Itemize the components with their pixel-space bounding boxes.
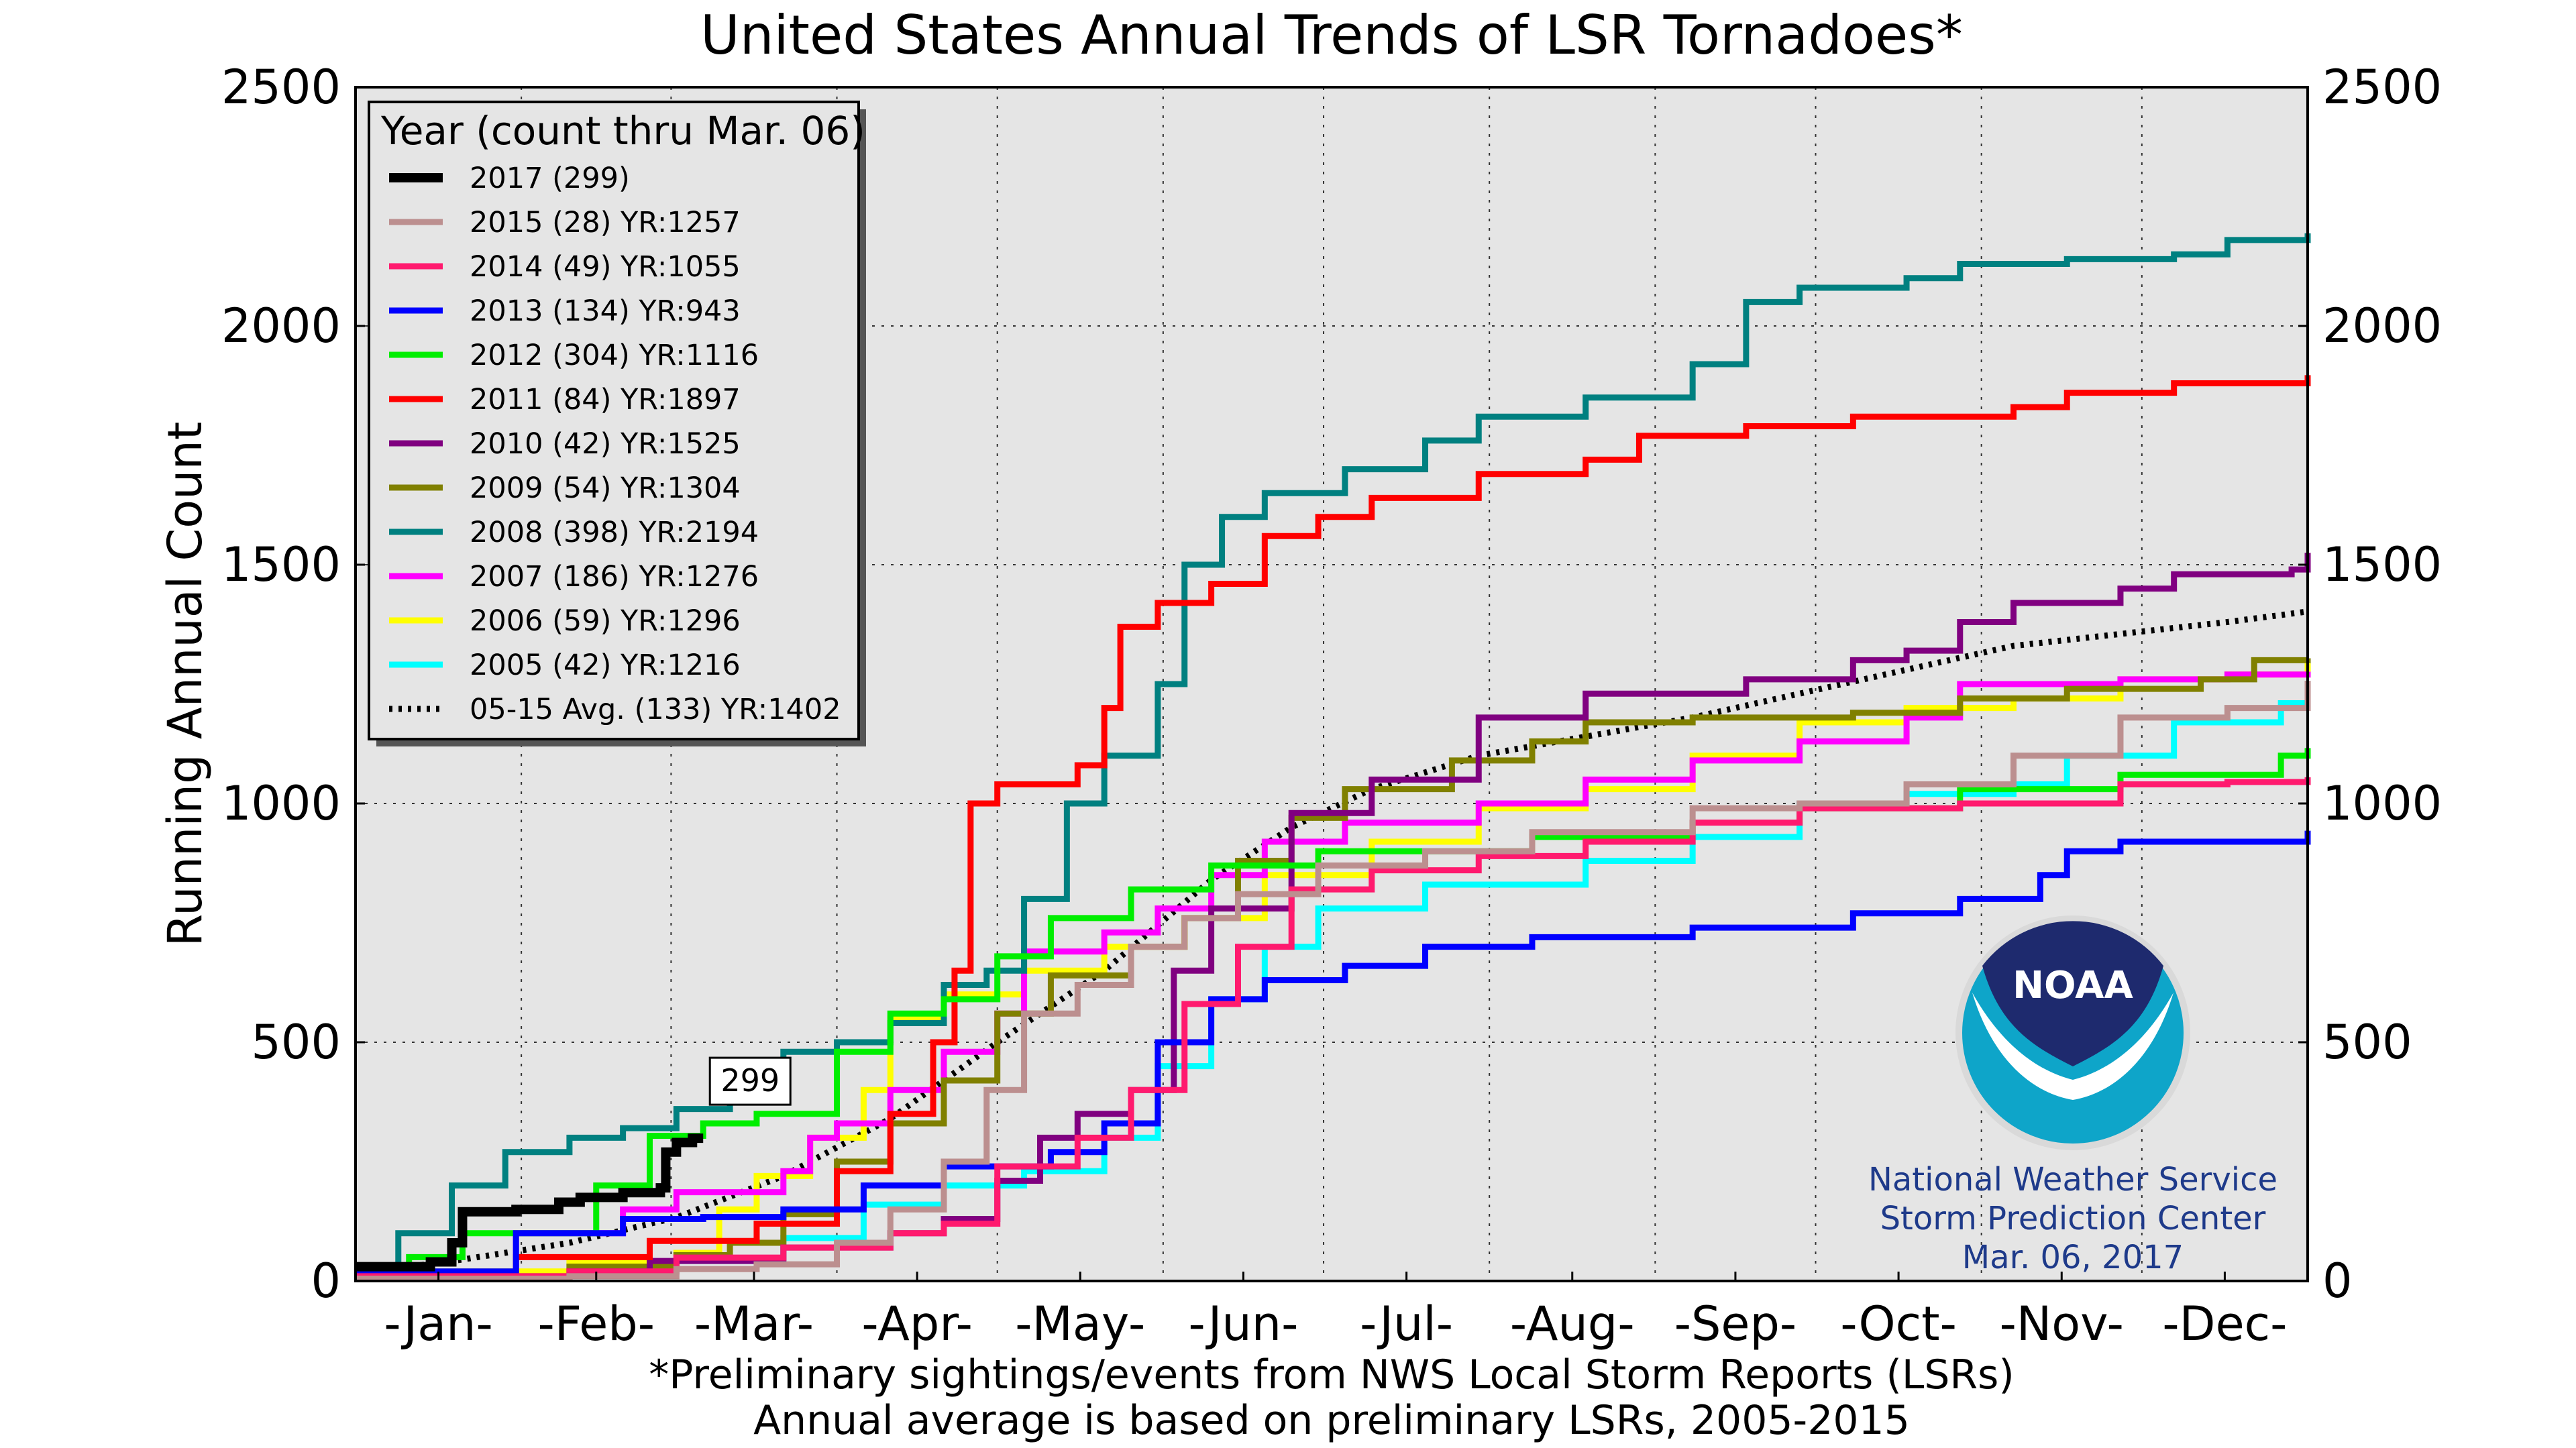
x-tick-label: -Mar- (694, 1296, 814, 1351)
y-tick-label-left: 1500 (221, 537, 341, 592)
series-line (355, 608, 2308, 1277)
series-line (356, 1133, 704, 1272)
noaa-caption-line-2: Storm Prediction Center (1880, 1200, 2266, 1237)
y-tick-label-right: 500 (2322, 1015, 2412, 1070)
legend-label: 2017 (299) (470, 162, 630, 195)
series-line (356, 681, 2311, 1282)
legend-label: 2007 (186) YR:1276 (470, 560, 759, 594)
plot-frame (354, 86, 2309, 1282)
noaa-logo-text: NOAA (2012, 964, 2133, 1007)
chart-title: United States Annual Trends of LSR Torna… (700, 4, 1963, 66)
legend-label: 05-15 Avg. (133) YR:1402 (470, 693, 841, 726)
y-tick-label-left: 2500 (221, 60, 341, 115)
y-tick-label-left: 500 (251, 1015, 341, 1070)
x-tick-label: -Feb- (538, 1296, 655, 1351)
series-line (356, 233, 2311, 1270)
legend-label: 2005 (42) YR:1216 (470, 649, 741, 682)
x-tick-label: -Jul- (1360, 1296, 1453, 1351)
x-tick-label: -Apr- (861, 1296, 973, 1351)
x-tick-label: -Jan- (384, 1296, 492, 1351)
y-tick-label-left: 0 (311, 1254, 341, 1308)
noaa-logo: NOAA National Weather Service Storm Pred… (1868, 915, 2277, 1276)
legend-label: 2010 (42) YR:1525 (470, 427, 741, 461)
y-tick-label-right: 2500 (2322, 60, 2442, 115)
annotation-box (708, 1056, 792, 1106)
latest-count-annotation: 299 (708, 1056, 792, 1106)
series-lines (355, 233, 2311, 1282)
series-line (356, 777, 2311, 1280)
legend-label: 2009 (54) YR:1304 (470, 471, 741, 505)
noaa-caption-line-3: Mar. 06, 2017 (1962, 1239, 2184, 1276)
annotation-label: 299 (720, 1062, 780, 1099)
legend-box (368, 101, 860, 740)
legend-entries: 2017 (299) 2015 (28) YR:1257 2014 (49) YR:… (389, 162, 841, 726)
legend-label: 2006 (59) YR:1296 (470, 604, 741, 638)
legend-label: 2011 (84) YR:1897 (470, 383, 741, 416)
y-tick-label-left: 1000 (221, 776, 341, 831)
x-tick-label: -Nov- (2000, 1296, 2124, 1351)
noaa-logo-gull (1972, 993, 2174, 1100)
x-tick-label: -Aug- (1510, 1296, 1635, 1351)
footnote-2: Annual average is based on preliminary L… (753, 1397, 1910, 1444)
legend-label: 2014 (49) YR:1055 (470, 250, 741, 284)
y-tick-label-right: 1500 (2322, 537, 2442, 592)
series-line (356, 671, 2311, 1280)
legend-label: 2015 (28) YR:1257 (470, 206, 741, 239)
footnote-1: *Preliminary sightings/events from NWS L… (649, 1351, 2015, 1398)
y-tick-label-right: 2000 (2322, 298, 2442, 353)
y-axis-label: Running Annual Count (158, 422, 213, 947)
series-line (356, 830, 2311, 1275)
axes: 0 0 500 500 1000 1000 1500 1500 2000 2000 2500 2500… (221, 60, 2442, 1351)
legend: Year (count thru Mar. 06) 2017 (299) 2015… (368, 101, 866, 746)
x-tick-label: -May- (1015, 1296, 1145, 1351)
legend-label: 2012 (304) YR:1116 (470, 339, 759, 372)
y-tick-label-right: 0 (2322, 1254, 2353, 1308)
noaa-caption-line-1: National Weather Service (1868, 1161, 2277, 1199)
series-line (356, 375, 2311, 1280)
x-tick-label: -Jun- (1189, 1296, 1299, 1351)
legend-label: 2013 (134) YR:943 (470, 294, 741, 328)
noaa-logo-upper (1982, 921, 2163, 1066)
series-line (356, 700, 2311, 1282)
y-tick-label-right: 1000 (2322, 776, 2442, 831)
legend-label: 2008 (398) YR:2194 (470, 516, 759, 549)
x-tick-label: -Oct- (1840, 1296, 1957, 1351)
legend-title: Year (count thru Mar. 06) (380, 108, 865, 154)
y-tick-label-left: 2000 (221, 298, 341, 353)
x-tick-label: -Dec- (2162, 1296, 2287, 1351)
x-tick-label: -Sep- (1674, 1296, 1796, 1351)
